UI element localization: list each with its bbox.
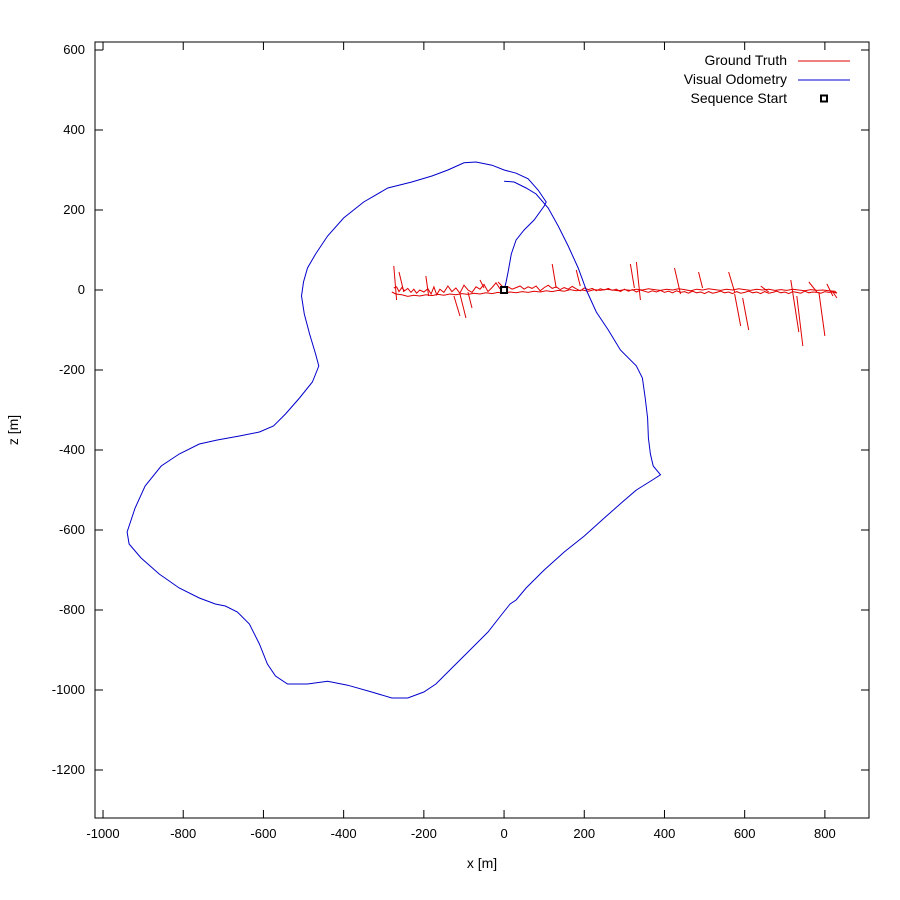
legend-marker-sequence-start <box>820 94 828 103</box>
x-tick-label: 200 <box>573 826 595 841</box>
series-layer <box>126 161 838 699</box>
legend: Ground Truth Visual Odometry Sequence St… <box>684 52 850 106</box>
y-tick-label: -1200 <box>52 762 85 777</box>
ground-truth-spike <box>479 279 485 289</box>
ground-truth-spike <box>734 293 742 327</box>
x-tick-label: -1000 <box>86 826 119 841</box>
y-tick-label: 0 <box>78 282 85 297</box>
ground-truth-spike <box>818 291 826 337</box>
ground-truth-spike <box>832 291 838 299</box>
ground-truth-spike <box>575 269 581 287</box>
ground-truth-spike <box>551 263 557 289</box>
ground-truth-spike <box>425 275 430 297</box>
y-tick-label: 600 <box>63 42 85 57</box>
legend-label-visual-odometry: Visual Odometry <box>684 71 787 87</box>
x-tick-label: 0 <box>500 826 507 841</box>
x-tick-label: -200 <box>411 826 437 841</box>
y-tick-label: -600 <box>59 522 85 537</box>
legend-label-ground-truth: Ground Truth <box>705 52 788 68</box>
x-axis-label: x [m] <box>467 855 497 871</box>
ground-truth-spike <box>742 297 750 331</box>
ground-truth-spike <box>398 271 405 293</box>
ground-truth-spike <box>629 263 635 289</box>
sequence-start-marker <box>500 286 509 294</box>
ground-truth-spike <box>796 295 804 347</box>
y-tick-label: -400 <box>59 442 85 457</box>
ground-truth-spike <box>467 291 473 309</box>
ground-truth-spike <box>808 281 818 293</box>
ground-truth-spike <box>674 267 682 295</box>
ground-truth-spike <box>393 265 398 301</box>
ground-truth-spike <box>497 281 503 287</box>
y-tick-label: -200 <box>59 362 85 377</box>
ground-truth-spike <box>728 271 736 293</box>
x-tick-label: -800 <box>170 826 196 841</box>
y-tick-label: -1000 <box>52 682 85 697</box>
legend-label-sequence-start: Sequence Start <box>690 90 787 106</box>
y-tick-label: 200 <box>63 202 85 217</box>
y-tick-label: 400 <box>63 122 85 137</box>
y-axis-label: z [m] <box>5 415 21 445</box>
ground-truth-spike <box>698 271 704 289</box>
ground-truth-spike <box>826 283 834 297</box>
ground-truth-spike <box>760 285 770 293</box>
ground-truth-spike <box>635 261 641 301</box>
series-line-ground-truth <box>391 281 838 297</box>
ground-truth-spike <box>790 279 800 333</box>
x-tick-label: 800 <box>814 826 836 841</box>
axis-ticks: -1000 -800 -600 -400 -200 0 200 400 600 800 600 400… <box>52 42 869 841</box>
series-line-visual-odometry <box>126 161 662 699</box>
x-tick-label: -600 <box>250 826 276 841</box>
x-tick-label: 600 <box>734 826 756 841</box>
ground-truth-spike <box>453 295 461 317</box>
ground-truth-spike <box>459 293 467 319</box>
x-tick-label: -400 <box>331 826 357 841</box>
plot-frame <box>94 41 870 819</box>
x-tick-label: 400 <box>654 826 676 841</box>
y-tick-label: -800 <box>59 602 85 617</box>
